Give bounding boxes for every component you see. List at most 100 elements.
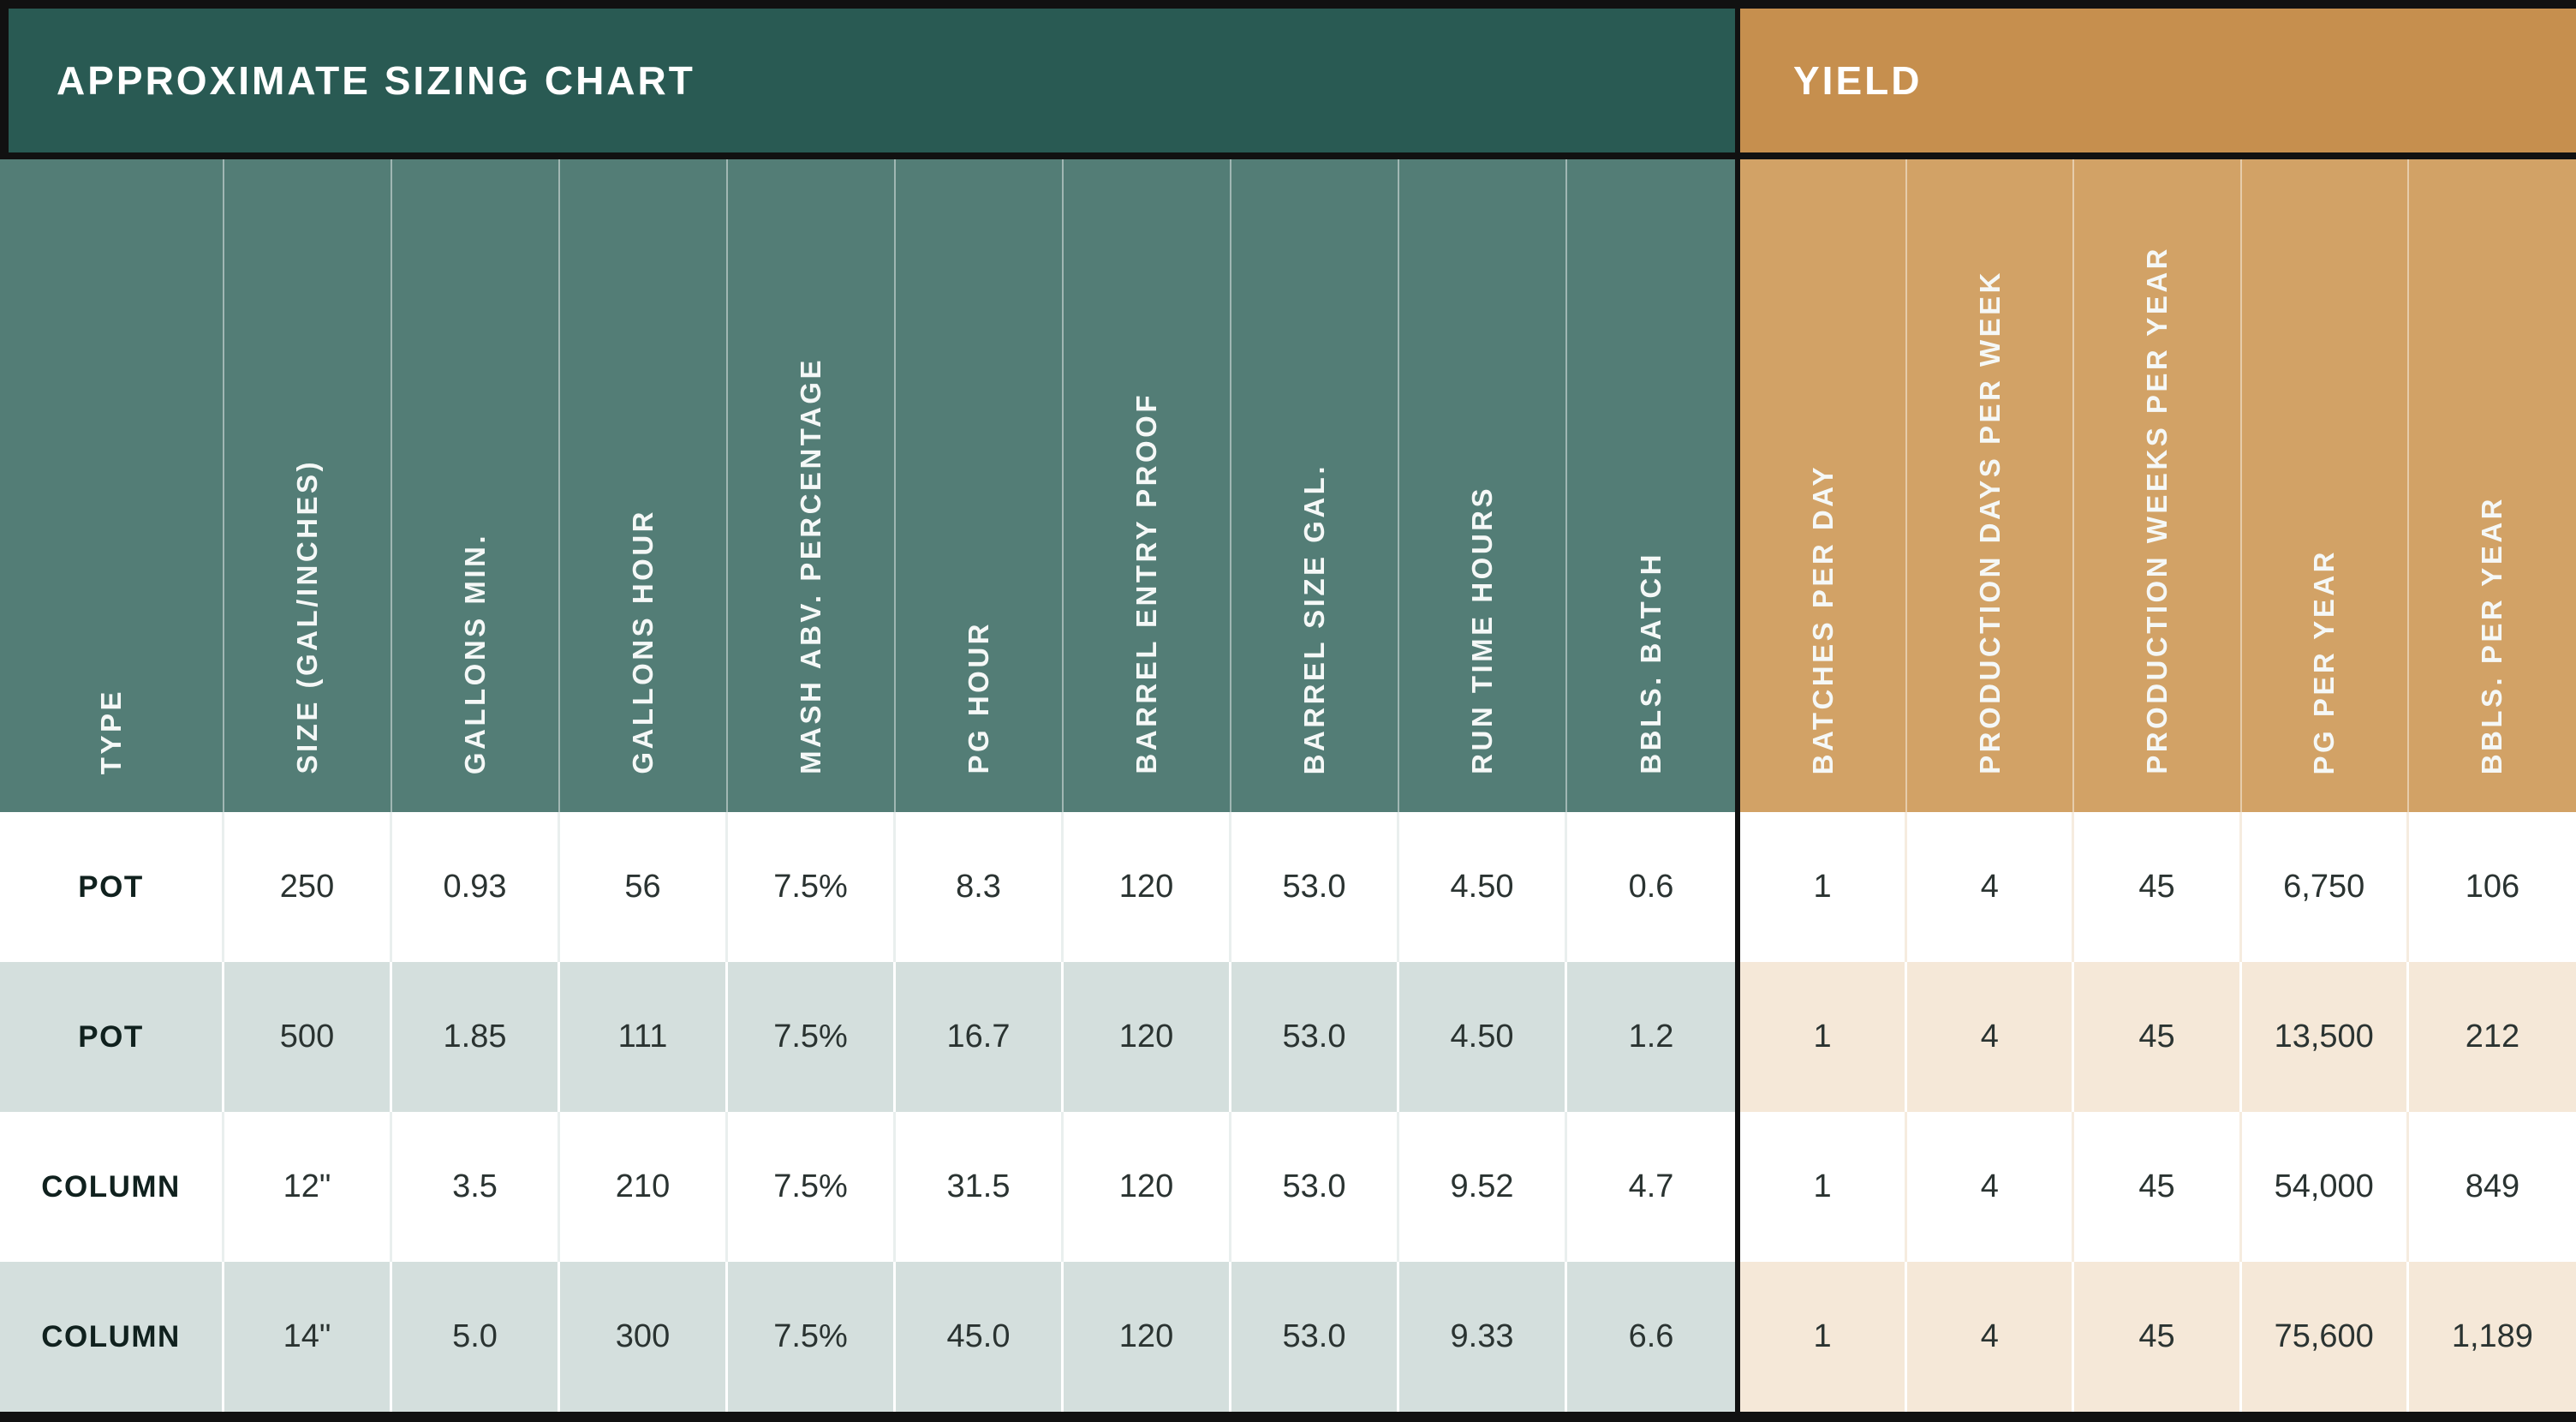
data-cell: 500 xyxy=(224,962,392,1112)
column-header-gallons-min: GALLONS MIN. xyxy=(392,159,560,812)
data-cell: 1.85 xyxy=(392,962,560,1112)
yield-section-title: YIELD xyxy=(1740,9,2576,152)
data-cell: 3.5 xyxy=(392,1112,560,1262)
data-cell: 45.0 xyxy=(896,1262,1064,1412)
column-header-label: PRODUCTION DAYS PER WEEK xyxy=(1973,270,2006,774)
data-cell: 250 xyxy=(224,812,392,962)
type-cell: COLUMN xyxy=(0,1262,224,1412)
column-header-label: RUN TIME HOURS xyxy=(1466,486,1498,774)
data-cell: 53.0 xyxy=(1231,812,1399,962)
column-header-label: SIZE (GAL/INCHES) xyxy=(291,459,323,774)
column-header-barrel-size-gal: BARREL SIZE GAL. xyxy=(1231,159,1399,812)
data-cell: 4 xyxy=(1907,812,2075,962)
column-header-band: TYPE SIZE (GAL/INCHES) GALLONS MIN. GALLONS… xyxy=(0,159,2576,812)
data-cell: 8.3 xyxy=(896,812,1064,962)
data-cell: 300 xyxy=(560,1262,728,1412)
column-header-type: TYPE xyxy=(0,159,224,812)
section-divider xyxy=(1735,159,1740,812)
title-band: APPROXIMATE SIZING CHART YIELD xyxy=(0,9,2576,152)
data-cell: 1.2 xyxy=(1567,962,1735,1112)
data-cell: 212 xyxy=(2408,962,2576,1112)
data-cell: 9.33 xyxy=(1399,1262,1567,1412)
data-cell: 7.5% xyxy=(728,1112,896,1262)
sizing-section-title: APPROXIMATE SIZING CHART xyxy=(0,9,1735,152)
data-cell: 9.52 xyxy=(1399,1112,1567,1262)
data-cell: 4.50 xyxy=(1399,962,1567,1112)
data-cell: 12" xyxy=(224,1112,392,1262)
column-header-label: BBLS. PER YEAR xyxy=(2476,495,2508,774)
data-cell: 56 xyxy=(560,812,728,962)
column-header-label: BATCHES PER DAY xyxy=(1806,463,1839,774)
table-row: POT 500 1.85 111 7.5% 16.7 120 53.0 4.50 1.2 1 4 45 1… xyxy=(0,962,2576,1112)
table-row: COLUMN 12" 3.5 210 7.5% 31.5 120 53.0 9.52 4.7 1 4 4… xyxy=(0,1112,2576,1262)
data-cell: 849 xyxy=(2408,1112,2576,1262)
data-cell: 4 xyxy=(1907,1262,2075,1412)
title-separator xyxy=(0,152,2576,159)
column-header-batches-per-day: BATCHES PER DAY xyxy=(1740,159,1908,812)
data-cell: 210 xyxy=(560,1112,728,1262)
data-cell: 7.5% xyxy=(728,962,896,1112)
data-cell: 14" xyxy=(224,1262,392,1412)
column-header-label: BBLS. BATCH xyxy=(1635,552,1667,774)
data-cell: 1 xyxy=(1740,1112,1908,1262)
table-row: POT 250 0.93 56 7.5% 8.3 120 53.0 4.50 0.6 1 4 45 6,7… xyxy=(0,812,2576,962)
column-header-bbls-batch: BBLS. BATCH xyxy=(1567,159,1735,812)
data-cell: 31.5 xyxy=(896,1112,1064,1262)
column-header-label: GALLONS MIN. xyxy=(459,532,491,774)
type-cell: COLUMN xyxy=(0,1112,224,1262)
data-cell: 7.5% xyxy=(728,812,896,962)
column-header-run-time-hours: RUN TIME HOURS xyxy=(1399,159,1567,812)
section-divider xyxy=(1735,812,1740,962)
data-cell: 53.0 xyxy=(1231,1112,1399,1262)
section-divider xyxy=(1735,1262,1740,1412)
column-header-label: PRODUCTION WEEKS PER YEAR xyxy=(2140,246,2173,774)
data-cell: 4 xyxy=(1907,1112,2075,1262)
column-header-barrel-entry-proof: BARREL ENTRY PROOF xyxy=(1064,159,1231,812)
data-cell: 4.7 xyxy=(1567,1112,1735,1262)
data-cell: 120 xyxy=(1064,812,1231,962)
data-cell: 6,750 xyxy=(2241,812,2409,962)
data-cell: 45 xyxy=(2074,962,2242,1112)
column-header-label: PG HOUR xyxy=(963,621,994,774)
type-cell: POT xyxy=(0,812,224,962)
data-cell: 111 xyxy=(560,962,728,1112)
column-header-label: PG PER YEAR xyxy=(2308,548,2340,774)
column-header-label: MASH ABV. PERCENTAGE xyxy=(795,357,826,774)
column-header-production-weeks-per-year: PRODUCTION WEEKS PER YEAR xyxy=(2074,159,2242,812)
data-cell: 4 xyxy=(1907,962,2075,1112)
data-cell: 6.6 xyxy=(1567,1262,1735,1412)
column-header-pg-per-year: PG PER YEAR xyxy=(2241,159,2409,812)
section-divider xyxy=(1735,1112,1740,1262)
column-header-label: BARREL ENTRY PROOF xyxy=(1130,392,1162,774)
section-divider xyxy=(1735,962,1740,1112)
data-cell: 53.0 xyxy=(1231,1262,1399,1412)
top-border xyxy=(0,0,2576,9)
column-header-label: BARREL SIZE GAL. xyxy=(1298,463,1330,774)
column-header-mash-abv-percentage: MASH ABV. PERCENTAGE xyxy=(728,159,896,812)
column-header-label: GALLONS HOUR xyxy=(627,509,659,774)
column-header-size-gal-inches: SIZE (GAL/INCHES) xyxy=(224,159,392,812)
data-cell: 106 xyxy=(2408,812,2576,962)
data-cell: 75,600 xyxy=(2241,1262,2409,1412)
data-cell: 16.7 xyxy=(896,962,1064,1112)
data-cell: 45 xyxy=(2074,812,2242,962)
data-cell: 45 xyxy=(2074,1112,2242,1262)
data-cell: 0.93 xyxy=(392,812,560,962)
data-cell: 4.50 xyxy=(1399,812,1567,962)
data-cell: 120 xyxy=(1064,962,1231,1112)
column-header-bbls-per-year: BBLS. PER YEAR xyxy=(2408,159,2576,812)
data-cell: 7.5% xyxy=(728,1262,896,1412)
data-cell: 1 xyxy=(1740,962,1908,1112)
column-header-production-days-per-week: PRODUCTION DAYS PER WEEK xyxy=(1907,159,2075,812)
data-cell: 53.0 xyxy=(1231,962,1399,1112)
table-row: COLUMN 14" 5.0 300 7.5% 45.0 120 53.0 9.33 6.6 1 4 4… xyxy=(0,1262,2576,1412)
column-header-gallons-hour: GALLONS HOUR xyxy=(560,159,728,812)
data-cell: 5.0 xyxy=(392,1262,560,1412)
table-body: POT 250 0.93 56 7.5% 8.3 120 53.0 4.50 0.6 1 4 45 6,7… xyxy=(0,812,2576,1412)
data-cell: 120 xyxy=(1064,1112,1231,1262)
type-cell: POT xyxy=(0,962,224,1112)
section-divider xyxy=(1735,9,1740,152)
column-header-label: TYPE xyxy=(95,688,127,774)
data-cell: 120 xyxy=(1064,1262,1231,1412)
